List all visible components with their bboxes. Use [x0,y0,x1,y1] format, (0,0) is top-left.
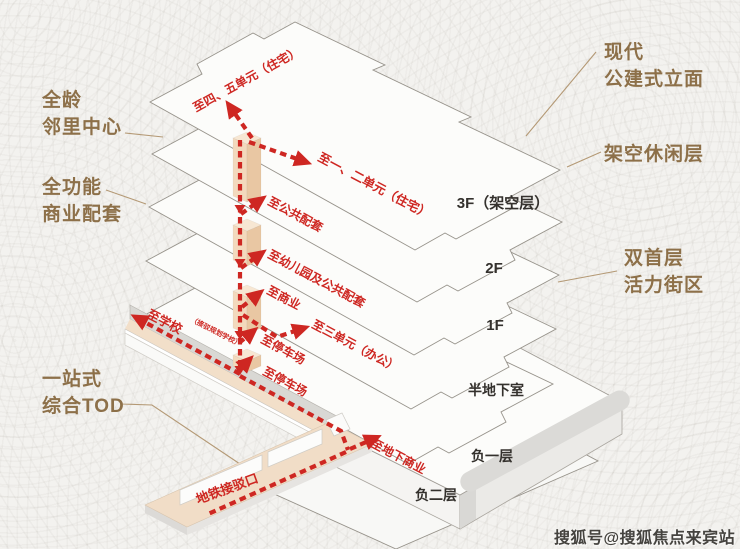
watermark: 搜狐号@搜狐焦点来宾站 [554,530,736,547]
route-arrow-underground-retail [349,434,382,451]
label-line: 现代 [604,42,645,63]
label-modern-facade: 现代 公建式立面 [604,40,704,94]
leader-neighborhood [124,132,164,138]
label-stilt-leisure-floor: 架空休闲层 [604,142,704,169]
label-line: 邻里中心 [42,116,123,138]
label-line: 全功能 [42,177,103,198]
route-arrow-units45 [225,100,254,140]
route-arrow-kindergarten [239,249,267,270]
slab-ramp-barrier [460,390,630,492]
route-arrow-unit3 [241,313,311,340]
label-line: 一站式 [42,369,103,390]
route-platform [205,450,347,517]
core-segment-3 [232,284,262,335]
route-arrow-parking1 [237,326,259,345]
metro-platform [144,412,373,535]
label-line: 架空休闲层 [604,144,705,165]
label-line: 公建式立面 [604,68,705,90]
leader-tod [119,403,244,467]
label-line: 双首层 [624,248,685,269]
route-down-arrow-2 [234,259,246,268]
platform-wall-1 [179,454,263,506]
label-double-ground-street: 双首层 活力街区 [624,246,704,300]
platform-front-face [187,444,372,535]
label-line: 商业配套 [42,203,123,225]
route-network [130,100,382,517]
slab-corner-face [460,486,476,529]
core-segment-2 [232,218,262,267]
platform-wall-2 [267,428,323,468]
floor-label-b1: 负一层 [471,448,513,464]
leader-stilt [566,151,602,168]
leader-commercial [105,189,147,205]
label-one-stop-tod: 一站式 综合TOD [42,367,125,421]
route-arrow-retail [240,288,265,309]
corridor-floor [125,319,342,443]
route-arrow-units12 [248,140,313,167]
route-down-arrow-4 [234,366,246,375]
route-arrow-public [239,195,267,216]
floor-labels: 3F（架空层） 2F 1F 半地下室 负一层 负二层 [415,194,549,503]
floor-label-1f: 1F [486,317,504,334]
label-full-function-commercial: 全功能 商业配套 [42,175,122,229]
label-neighborhood-center: 全龄 邻里中心 [42,88,122,142]
core-segment-1 [232,131,262,203]
floor-label-b2: 负二层 [415,487,457,503]
junction-box [325,412,351,437]
label-line: 综合TOD [42,395,125,417]
route-down-arrow-3 [234,331,246,340]
annotation-leader-lines [105,51,618,467]
floor-label-2f: 2F [485,260,503,277]
floor-label-3f: 3F（架空层） [457,194,550,212]
label-line: 全龄 [42,90,83,111]
plate-roof [149,21,561,251]
leader-facade [525,51,597,137]
floor-label-semi-basement: 半地下室 [468,382,524,398]
route-down-arrow-1 [234,205,246,214]
label-line: 活力街区 [624,274,705,296]
route-arrow-school [130,314,242,376]
route-corridor-down [238,374,350,451]
platform-left-face [145,505,187,535]
leader-double-ground [557,270,618,283]
